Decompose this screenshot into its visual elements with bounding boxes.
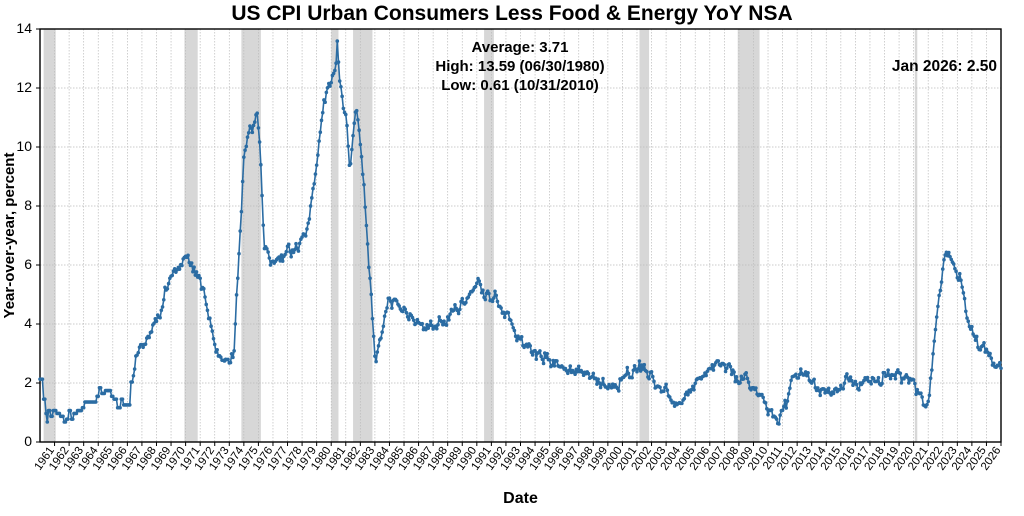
svg-text:Low: 0.61 (10/31/2010): Low: 0.61 (10/31/2010) xyxy=(441,77,599,94)
svg-text:Date: Date xyxy=(503,490,538,507)
svg-text:6: 6 xyxy=(24,256,32,272)
svg-text:10: 10 xyxy=(16,138,32,154)
svg-text:Jan 2026: 2.50: Jan 2026: 2.50 xyxy=(892,58,997,75)
svg-text:High: 13.59 (06/30/1980): High: 13.59 (06/30/1980) xyxy=(435,58,604,75)
svg-text:4: 4 xyxy=(24,315,32,331)
svg-text:12: 12 xyxy=(16,79,32,95)
svg-text:US CPI Urban Consumers Less Fo: US CPI Urban Consumers Less Food & Energ… xyxy=(231,2,792,25)
svg-text:Average: 3.71: Average: 3.71 xyxy=(471,39,568,56)
svg-text:Year-over-year, percent: Year-over-year, percent xyxy=(1,153,18,319)
svg-text:14: 14 xyxy=(16,20,32,36)
svg-text:0: 0 xyxy=(24,433,32,449)
svg-text:8: 8 xyxy=(24,197,32,213)
svg-text:2: 2 xyxy=(24,374,32,390)
